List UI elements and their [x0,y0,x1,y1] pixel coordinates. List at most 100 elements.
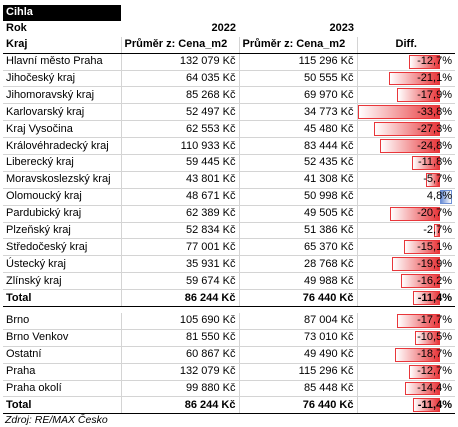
negative-data-bar [358,105,441,120]
table-row: Královéhradecký kraj 110 933 Kč 83 444 Kč -… [3,137,455,156]
negative-data-bar [409,364,441,379]
row-label: Pardubický kraj [3,205,121,223]
value-2022: 105 690 Kč [120,313,239,330]
diff-cell: -16,2% [356,272,455,291]
row-label: Praha [3,363,121,381]
diff-value: -5,7% [423,173,452,186]
diff-cell: -5,7% [356,171,455,189]
value-2022: 85 268 Kč [120,86,239,105]
diff-value: -33,8% [417,105,452,118]
negative-data-bar [388,71,441,86]
value-2023: 49 505 Kč [238,205,357,223]
negative-data-bar [397,314,441,328]
value-2023: 69 970 Kč [238,86,357,105]
value-2022: 52 497 Kč [120,103,239,122]
rok-label: Rok [6,22,27,35]
value-2022: 52 834 Kč [120,222,239,240]
diff-value: -11,8% [417,156,452,169]
diff-value: -2,7% [423,224,452,237]
diff-value: -11,4% [417,291,452,304]
negative-data-bar [412,291,441,306]
table-row: Liberecký kraj 59 445 Kč 52 435 Kč -11,8% [3,154,455,172]
table-row: Moravskoslezský kraj 43 801 Kč 41 308 Kč -5… [3,171,455,189]
diff-cell: -18,7% [356,346,455,364]
diff-cell: -12,7% [356,53,455,71]
diff-cell: -11,4% [356,289,455,308]
negative-data-bar [379,139,441,154]
col-kraj: Kraj [3,36,121,54]
row-label: Brno [3,313,121,330]
negative-data-bar [405,381,441,396]
table-row: Karlovarský kraj 52 497 Kč 34 773 Kč -33,8% [3,103,455,122]
value-2023: 76 440 Kč [238,396,357,415]
negative-data-bar [389,206,441,221]
row-label: Královéhradecký kraj [3,137,121,156]
table-row: Pardubický kraj 62 389 Kč 49 505 Kč -20,7% [3,205,455,223]
diff-cell: -24,8% [356,137,455,156]
diff-cell: -17,9% [356,86,455,105]
year-2023: 2023 [329,22,354,35]
row-label: Ostatní [3,346,121,364]
value-2023: 85 448 Kč [238,380,357,398]
price-table: Cihla Rok 2022 2023 Kraj Průměr z: Cena_… [3,5,455,415]
table-row: Brno 105 690 Kč 87 004 Kč -17,7% [3,313,455,330]
value-2023: 51 386 Kč [238,222,357,240]
table-row: Středočeský kraj 77 001 Kč 65 370 Kč -15,1% [3,238,455,257]
diff-cell: 4,8% [356,188,455,206]
row-label: Total [3,396,121,415]
value-2022: 64 035 Kč [120,70,239,88]
value-2023: 50 998 Kč [238,188,357,206]
diff-value: -18,7% [417,348,452,361]
value-2023: 115 296 Kč [238,363,357,381]
col-avg-2022: Průměr z: Cena_m2 [120,36,239,54]
row-label: Středočeský kraj [3,238,121,257]
negative-data-bar [400,274,441,289]
value-2022: 110 933 Kč [120,137,239,156]
value-2023: 45 480 Kč [238,120,357,139]
title-row: Cihla [3,5,455,21]
row-label: Karlovarský kraj [3,103,121,122]
diff-cell: -14,4% [356,380,455,398]
negative-data-bar [414,330,441,345]
diff-value: -24,8% [417,139,452,152]
negative-data-bar [409,54,441,69]
col-diff: Diff. [356,36,455,54]
value-2022: 99 880 Kč [120,380,239,398]
row-label: Hlavní město Praha [3,53,121,71]
table-title: Cihla [3,5,121,21]
row-label: Zlínský kraj [3,272,121,291]
value-2022: 48 671 Kč [120,188,239,206]
table-row: Brno Venkov 81 550 Kč 73 010 Kč -10,5% [3,329,455,347]
value-2023: 76 440 Kč [238,289,357,308]
diff-value: 4,8% [426,190,452,203]
total-row: Total 86 244 Kč 76 440 Kč -11,4% [3,289,455,308]
row-label: Plzeňský kraj [3,222,121,240]
diff-cell: -19,9% [356,255,455,274]
table-row: Plzeňský kraj 52 834 Kč 51 386 Kč -2,7% [3,222,455,240]
table-row: Praha okolí 99 880 Kč 85 448 Kč -14,4% [3,380,455,398]
total-row: Total 86 244 Kč 76 440 Kč -11,4% [3,396,455,415]
value-2023: 87 004 Kč [238,313,357,330]
row-label: Ústecký kraj [3,255,121,274]
diff-value: -12,7% [417,55,452,68]
diff-value: -16,2% [417,274,452,287]
diff-value: -17,9% [417,88,452,101]
diff-cell: -2,7% [356,222,455,240]
negative-data-bar [411,156,441,170]
row-label: Jihočeský kraj [3,70,121,88]
diff-cell: -20,7% [356,205,455,223]
value-2023: 41 308 Kč [238,171,357,189]
value-2022: 35 931 Kč [120,255,239,274]
diff-value: -12,7% [417,365,452,378]
col-avg-2023: Průměr z: Cena_m2 [238,36,357,54]
negative-data-bar [394,347,441,362]
value-2023: 83 444 Kč [238,137,357,156]
table-row: Olomoucký kraj 48 671 Kč 50 998 Kč 4,8% [3,188,455,206]
row-label: Jihomoravský kraj [3,86,121,105]
table-row: Jihočeský kraj 64 035 Kč 50 555 Kč -21,1% [3,70,455,88]
value-2022: 132 079 Kč [120,53,239,71]
table-row: Hlavní město Praha 132 079 Kč 115 296 Kč -1… [3,53,455,71]
diff-cell: -11,8% [356,154,455,172]
negative-data-bar [396,88,441,103]
value-2022: 43 801 Kč [120,171,239,189]
